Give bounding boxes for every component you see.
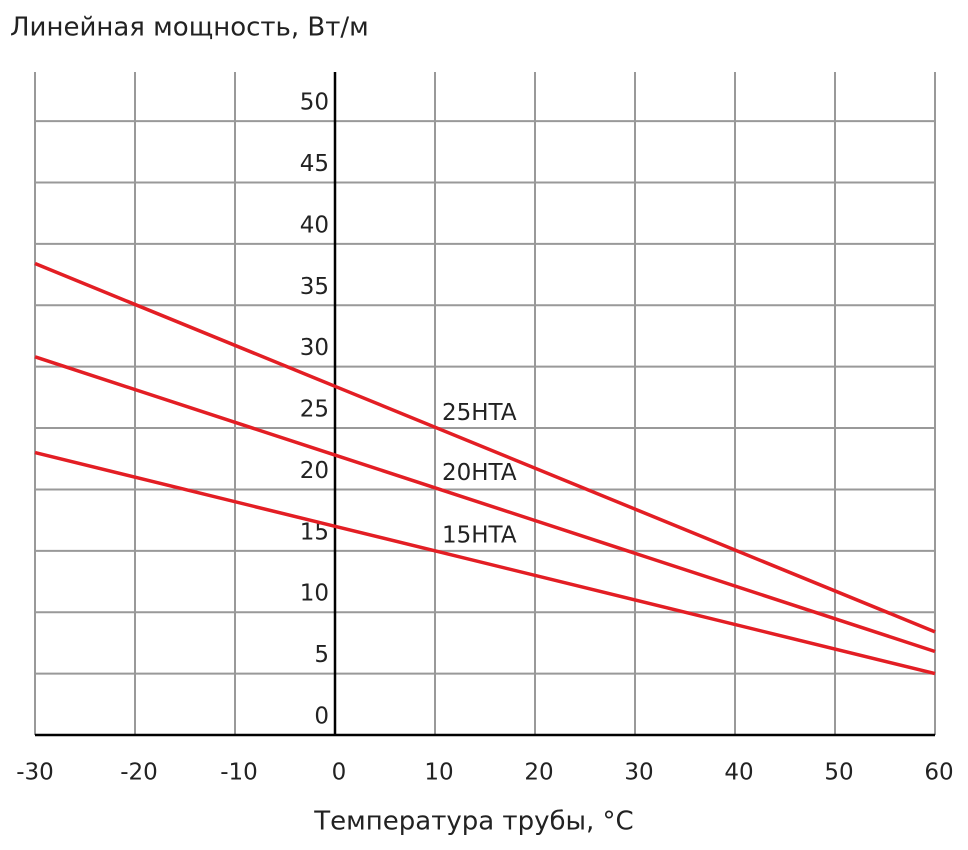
y-tick-label: 0 <box>314 704 329 730</box>
y-tick-label: 45 <box>300 151 329 177</box>
y-tick-label: 25 <box>300 397 329 423</box>
x-tick-label: -30 <box>16 760 54 786</box>
series-label: 20HTA <box>442 460 517 486</box>
y-tick-label: 20 <box>300 458 329 484</box>
y-tick-label: 35 <box>300 274 329 300</box>
series-line <box>34 355 936 654</box>
x-tick-label: 20 <box>524 760 553 786</box>
chart-title: Линейная мощность, Вт/м <box>10 13 369 43</box>
x-tick-label: 40 <box>724 760 753 786</box>
y-tick-label: 40 <box>300 212 329 238</box>
series-label: 25HTA <box>442 400 517 426</box>
x-tick-label: 30 <box>624 760 653 786</box>
x-tick-label: -10 <box>220 760 258 786</box>
x-tick-label: 60 <box>924 760 953 786</box>
y-tick-label: 50 <box>300 90 329 116</box>
y-tick-label: 30 <box>300 335 329 361</box>
series-label: 15HTA <box>442 523 517 549</box>
y-tick-label: 10 <box>300 581 329 607</box>
x-tick-label: 10 <box>424 760 453 786</box>
series-line <box>34 261 936 634</box>
x-tick-label: 50 <box>824 760 853 786</box>
y-tick-label: 5 <box>314 642 329 668</box>
series-line <box>34 450 936 676</box>
x-axis-label: Температура трубы, °C <box>313 807 633 837</box>
x-tick-label: -20 <box>120 760 158 786</box>
x-tick-label: 0 <box>332 760 347 786</box>
